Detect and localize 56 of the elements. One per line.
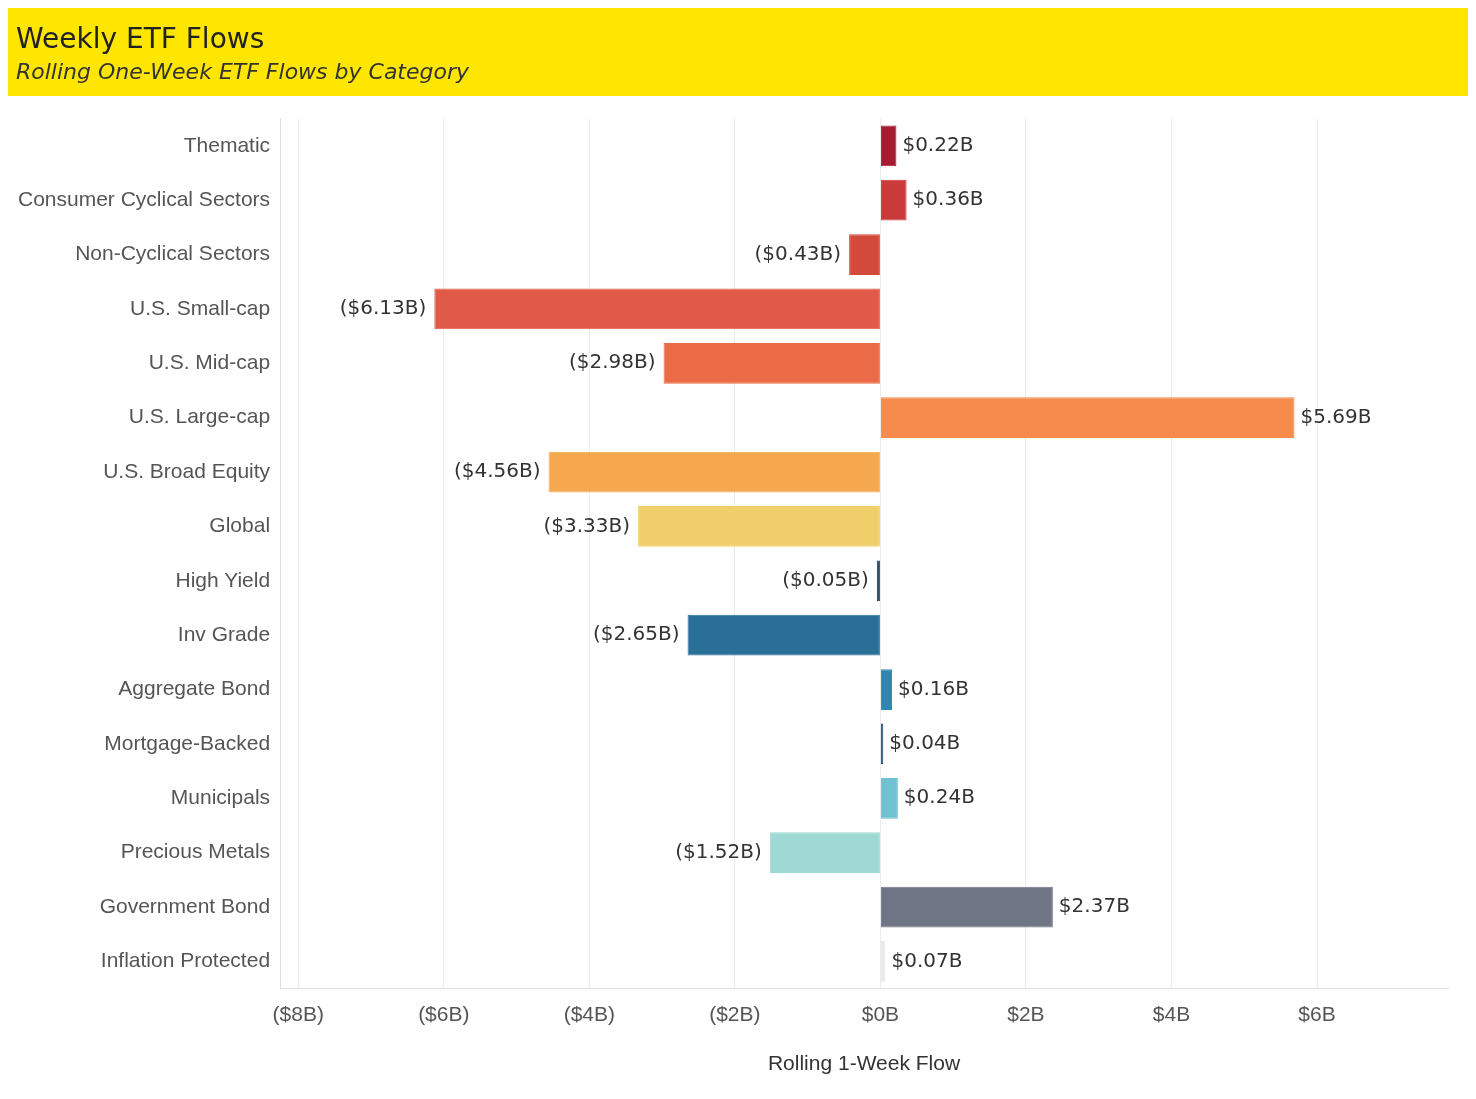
bar [687, 614, 880, 656]
x-tick-label: $0B [861, 1002, 900, 1025]
y-tick-label: U.S. Large-cap [128, 404, 271, 428]
bar [880, 397, 1295, 439]
data-label: ($3.33B) [543, 512, 631, 537]
y-tick-label: Non-Cyclical Sectors [75, 241, 271, 265]
data-label: $5.69B [1300, 403, 1372, 428]
data-label: $0.22B [902, 131, 974, 156]
data-label: ($0.43B) [754, 240, 842, 265]
bar [849, 234, 880, 275]
chart-subtitle: Rolling One-Week ETF Flows by Category [16, 59, 471, 84]
data-label: $0.04B [889, 730, 961, 755]
data-label: ($2.98B) [568, 349, 656, 374]
y-tick-label: High Yield [175, 567, 271, 591]
x-tick-label: $6B [1298, 1002, 1336, 1025]
x-axis-title: Rolling 1-Week Flow [767, 1051, 961, 1075]
data-label: $0.07B [891, 947, 963, 972]
y-tick-label: Consumer Cyclical Sectors [17, 186, 271, 210]
data-label: $0.36B [912, 186, 984, 211]
y-tick-label: Mortgage-Backed [104, 730, 271, 754]
data-label: $0.16B [898, 675, 970, 700]
x-tick-label: ($6B) [418, 1002, 470, 1025]
bar [880, 179, 907, 221]
y-tick-label: Thematic [183, 132, 271, 156]
x-tick-label: ($4B) [563, 1002, 616, 1025]
bar [880, 125, 897, 167]
bar [769, 832, 880, 874]
data-label: ($1.52B) [675, 838, 762, 863]
data-label: ($4.56B) [453, 458, 541, 483]
y-tick-label: Inflation Protected [100, 948, 271, 972]
data-label: ($2.65B) [592, 621, 680, 646]
y-tick-label: Inv Grade [177, 621, 271, 645]
data-label: ($0.05B) [782, 566, 869, 591]
bar [880, 886, 1053, 928]
x-tick-label: $2B [1007, 1002, 1045, 1025]
y-tick-label: U.S. Broad Equity [103, 458, 271, 482]
bar [663, 342, 880, 384]
chart-title: Weekly ETF Flows [16, 22, 266, 55]
bar [434, 288, 880, 330]
y-tick-label: Government Bond [99, 893, 271, 917]
x-tick-label: $4B [1152, 1002, 1191, 1025]
data-label: ($6.13B) [339, 295, 427, 320]
data-label: $0.24B [903, 784, 975, 809]
x-tick-label: ($2B) [709, 1002, 761, 1025]
bar [880, 669, 893, 710]
y-tick-label: U.S. Small-cap [130, 295, 271, 319]
y-tick-label: Municipals [170, 785, 271, 809]
y-tick-label: Aggregate Bond [118, 676, 271, 700]
data-label: $2.37B [1058, 893, 1130, 918]
bar [548, 451, 880, 493]
bar [880, 777, 898, 819]
bar [638, 506, 880, 547]
y-tick-label: U.S. Mid-cap [148, 350, 271, 374]
x-tick-label: ($8B) [272, 1002, 324, 1025]
y-tick-label: Global [209, 513, 271, 537]
y-tick-label: Precious Metals [120, 839, 271, 863]
